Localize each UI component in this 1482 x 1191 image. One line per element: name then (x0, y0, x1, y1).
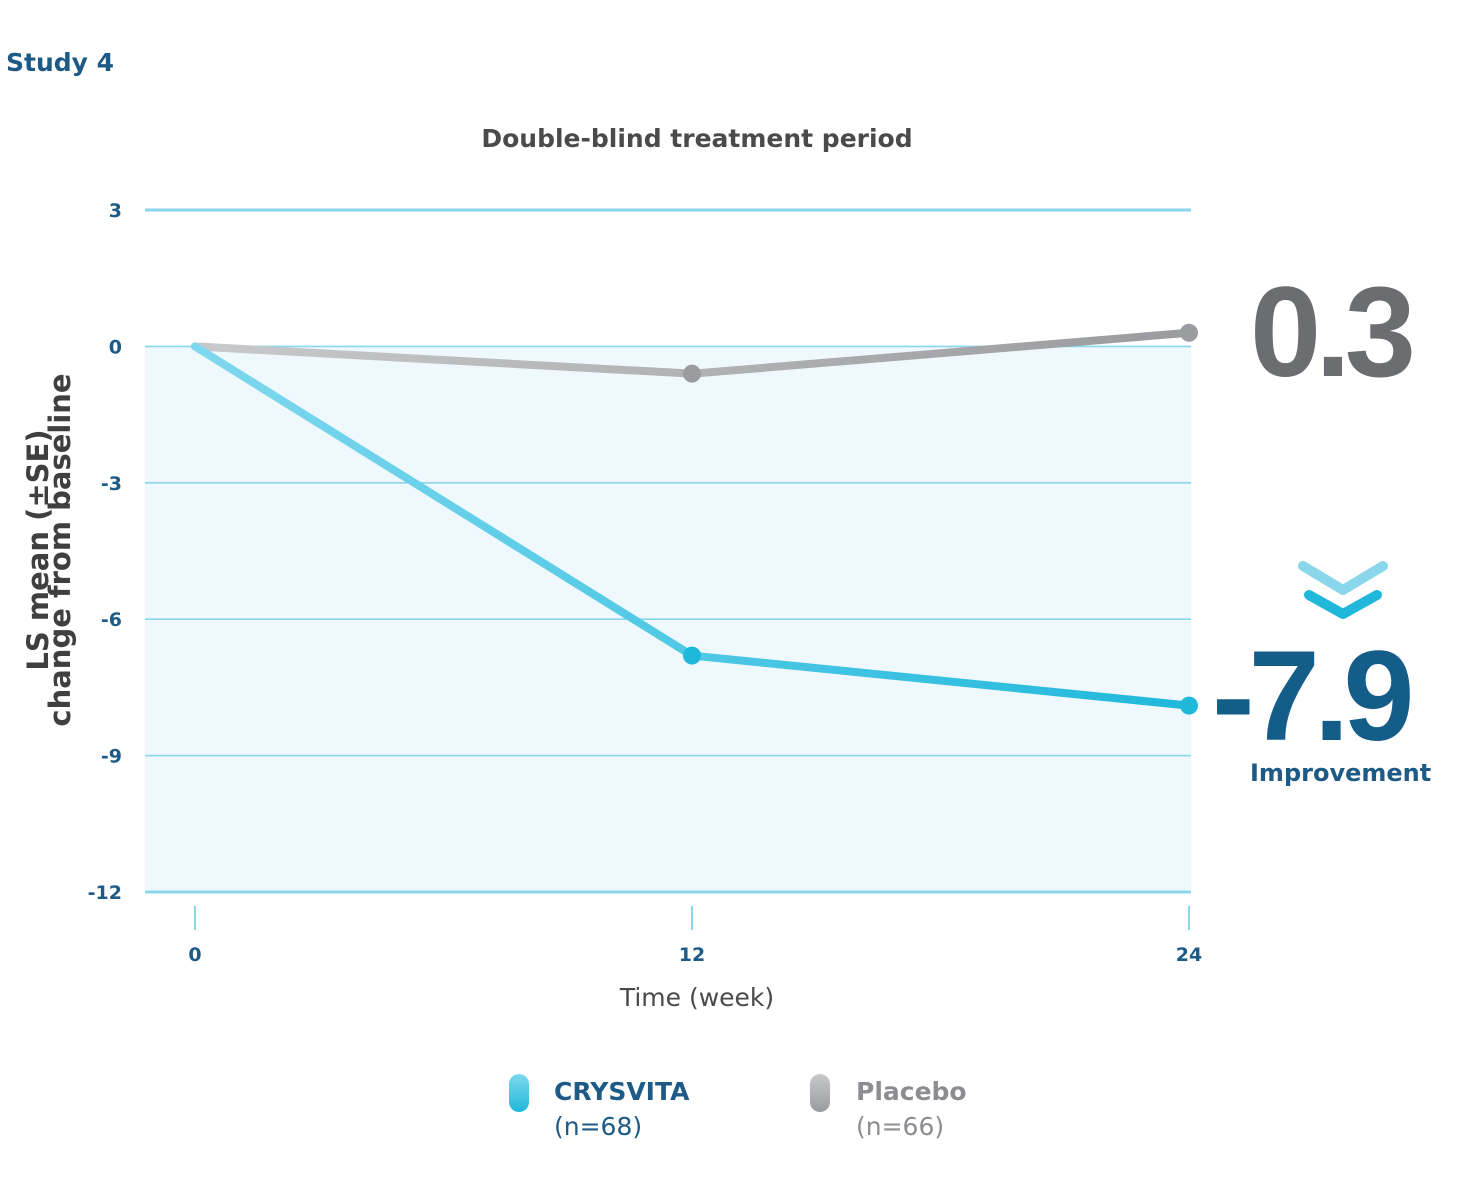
y-tick-label: 0 (109, 336, 122, 358)
y-tick-label: -6 (101, 609, 122, 631)
data-point-crysvita (1180, 696, 1198, 715)
study-label: Study 4 (6, 48, 114, 77)
legend-item-crysvita: CRYSVITA (n=68) (509, 1074, 690, 1141)
x-tick-label: 12 (679, 944, 705, 966)
data-point-placebo (683, 364, 701, 383)
data-point-placebo (1180, 323, 1198, 342)
improvement-label: Improvement (1250, 759, 1431, 787)
y-tick-label: 3 (109, 200, 122, 222)
y-axis-label-line1: LS mean (±SE) (21, 429, 55, 670)
improvement-chevron-icon (1298, 561, 1388, 619)
legend-label-crysvita: CRYSVITA (554, 1077, 690, 1106)
legend-n-crysvita: (n=68) (554, 1112, 642, 1141)
series-layer (191, 323, 1198, 715)
y-tick-labels: 3 0 -3 -6 -9 -12 (88, 200, 122, 904)
legend: CRYSVITA (n=68) Placebo (n=66) (509, 1074, 967, 1141)
y-axis-label: LS mean (±SE) change from baseline (21, 373, 77, 726)
legend-swatch-crysvita (509, 1074, 529, 1112)
y-tick-label: -3 (101, 473, 122, 495)
y-tick-label: -12 (88, 882, 122, 904)
data-point-crysvita (683, 646, 701, 665)
legend-swatch-placebo (810, 1074, 830, 1112)
x-tick-label: 0 (188, 944, 201, 966)
placebo-final-value: 0.3 (1250, 261, 1412, 404)
x-ticks: 0 12 24 (188, 906, 1202, 966)
legend-n-placebo: (n=66) (856, 1112, 944, 1141)
x-axis-label: Time (week) (619, 983, 774, 1012)
crysvita-final-value: -7.9 (1212, 625, 1410, 768)
gridlines (145, 208, 1191, 894)
x-tick-label: 24 (1176, 944, 1202, 966)
y-axis-label-line2: change from baseline (43, 373, 77, 726)
legend-item-placebo: Placebo (n=66) (810, 1074, 967, 1141)
legend-label-placebo: Placebo (856, 1077, 967, 1106)
chart-title: Double-blind treatment period (481, 124, 912, 153)
y-tick-label: -9 (101, 746, 122, 768)
